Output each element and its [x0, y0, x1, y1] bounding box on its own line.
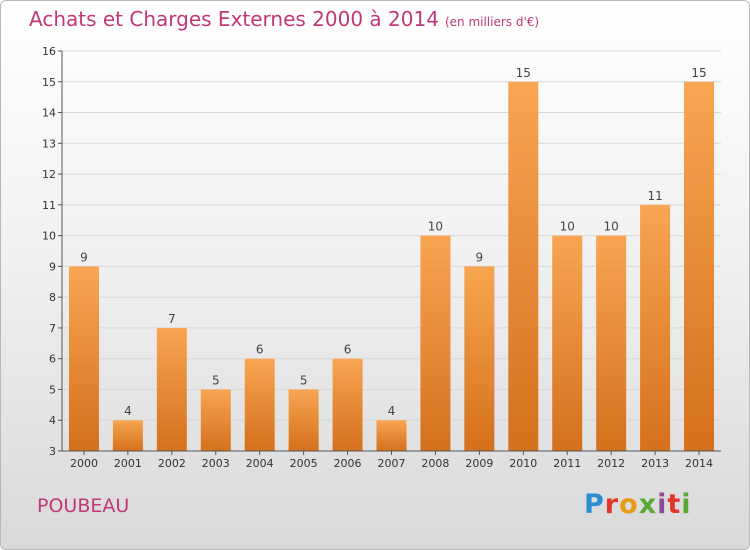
- bar-2012: [596, 235, 627, 451]
- value-label-2009: 9: [476, 250, 484, 264]
- y-tick-label: 4: [49, 414, 56, 427]
- y-tick-label: 8: [49, 291, 56, 304]
- x-tick-label: 2012: [597, 457, 625, 470]
- logo-letter: i: [657, 489, 668, 520]
- x-tick-label: 2007: [378, 457, 406, 470]
- y-tick-label: 3: [49, 445, 56, 458]
- bar-2002: [156, 327, 187, 451]
- commune-name: POUBEAU: [37, 495, 130, 517]
- bars: [68, 81, 715, 452]
- x-tick-label: 2006: [334, 457, 362, 470]
- x-tick-label: 2009: [465, 457, 493, 470]
- bar-2010: [508, 81, 539, 452]
- axes: 3 4 5 6 7 8 9 10 11 12 13 14 15 16 2000 2001 2002 2003 200…: [42, 45, 721, 470]
- x-tick-label: 2002: [158, 457, 186, 470]
- y-tick-label: 5: [49, 383, 56, 396]
- y-tick-label: 7: [49, 322, 56, 335]
- value-label-2006: 6: [344, 343, 352, 357]
- x-tick-label: 2000: [70, 457, 98, 470]
- value-label-2005: 5: [300, 373, 308, 387]
- logo-letter: t: [667, 489, 682, 520]
- value-label-2007: 4: [388, 404, 396, 418]
- value-label-2014: 15: [691, 66, 706, 80]
- chart-title-text: Achats et Charges Externes 2000 à 2014: [29, 7, 439, 31]
- y-tick-label: 14: [42, 107, 56, 120]
- y-tick-label: 11: [42, 199, 56, 212]
- bar-2003: [200, 389, 231, 451]
- y-tick-label: 6: [49, 353, 56, 366]
- value-label-2003: 5: [212, 373, 220, 387]
- bar-2001: [112, 420, 143, 451]
- y-tick-label: 12: [42, 168, 56, 181]
- value-label-2000: 9: [80, 250, 88, 264]
- x-tick-label: 2010: [509, 457, 537, 470]
- bar-2005: [288, 389, 319, 451]
- y-tick-label: 13: [42, 137, 56, 150]
- x-tick-label: 2008: [421, 457, 449, 470]
- y-tick-label: 9: [49, 260, 56, 273]
- bar-2011: [552, 235, 583, 451]
- logo-letter: o: [619, 489, 639, 520]
- chart-title: Achats et Charges Externes 2000 à 2014 (e…: [29, 7, 539, 31]
- x-tick-label: 2005: [290, 457, 318, 470]
- value-label-2002: 7: [168, 312, 176, 326]
- logo-letter: r: [604, 489, 620, 520]
- bar-2008: [420, 235, 451, 451]
- logo-letter: P: [584, 489, 605, 520]
- bar-2013: [640, 204, 671, 451]
- value-label-2004: 6: [256, 343, 264, 357]
- value-label-2012: 10: [604, 220, 619, 234]
- proxiti-logo[interactable]: Proxiti: [584, 489, 692, 520]
- value-label-2008: 10: [428, 220, 443, 234]
- y-tick-label: 15: [42, 76, 56, 89]
- x-tick-label: 2001: [114, 457, 142, 470]
- x-tick-label: 2011: [553, 457, 581, 470]
- bar-2006: [332, 358, 363, 451]
- x-tick-label: 2004: [246, 457, 274, 470]
- logo-letter: i: [681, 489, 692, 520]
- bar-2007: [376, 420, 407, 451]
- x-tick-label: 2013: [641, 457, 669, 470]
- value-label-2013: 11: [647, 189, 662, 203]
- y-tick-label: 10: [42, 230, 56, 243]
- value-label-2010: 15: [516, 66, 531, 80]
- x-tick-label: 2003: [202, 457, 230, 470]
- x-tick-label: 2014: [685, 457, 713, 470]
- bar-2014: [684, 81, 715, 452]
- y-tick-label: 16: [42, 45, 56, 58]
- logo-letter: x: [638, 489, 658, 520]
- value-label-2001: 4: [124, 404, 132, 418]
- value-label-2011: 10: [560, 220, 575, 234]
- chart-subtitle: (en milliers d'€): [444, 15, 540, 29]
- bar-2004: [244, 358, 275, 451]
- bar-2009: [464, 266, 495, 451]
- bar-2000: [68, 266, 99, 451]
- data-labels: 9 4 7 5 6 5 6 4 10 9 15 10 10 11 15: [80, 66, 707, 418]
